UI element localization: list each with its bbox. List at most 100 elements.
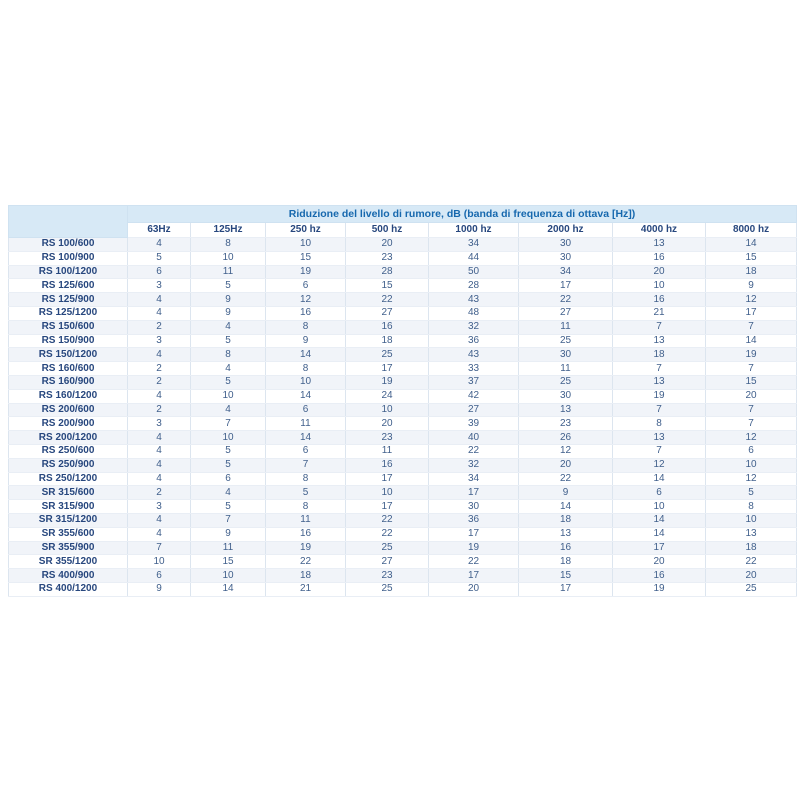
value-cell: 11 xyxy=(345,443,429,459)
value-cell: 15 xyxy=(704,250,798,266)
value-cell: 30 xyxy=(518,388,613,404)
value-cell: 23 xyxy=(345,250,429,266)
value-cell: 30 xyxy=(518,237,613,252)
value-cell: 11 xyxy=(265,512,346,528)
value-cell: 11 xyxy=(190,264,266,280)
table-row: SR 315/900 3 5 8 17 30 14 10 8 xyxy=(8,499,798,514)
value-cell: 7 xyxy=(265,457,346,473)
value-cell: 10 xyxy=(704,512,798,528)
value-cell: 4 xyxy=(127,526,191,542)
column-header: 1000 hz xyxy=(428,222,519,238)
value-cell: 22 xyxy=(345,526,429,542)
value-cell: 25 xyxy=(345,347,429,363)
value-cell: 34 xyxy=(428,237,519,252)
table-row: RS 100/600 4 8 10 20 34 30 13 14 xyxy=(8,237,798,252)
value-cell: 18 xyxy=(704,540,798,556)
value-cell: 9 xyxy=(518,485,613,501)
row-label: RS 150/900 xyxy=(8,333,128,349)
table-row: SR 355/1200 10 15 22 27 22 18 20 22 xyxy=(8,554,798,570)
value-cell: 12 xyxy=(518,443,613,459)
value-cell: 26 xyxy=(518,430,613,445)
value-cell: 6 xyxy=(127,568,191,583)
value-cell: 16 xyxy=(612,292,706,307)
value-cell: 18 xyxy=(518,512,613,528)
value-cell: 10 xyxy=(704,457,798,473)
row-label: RS 200/600 xyxy=(8,402,128,418)
value-cell: 14 xyxy=(190,581,266,597)
value-cell: 10 xyxy=(265,374,346,390)
value-cell: 13 xyxy=(518,402,613,418)
value-cell: 4 xyxy=(127,457,191,473)
table-row: RS 125/600 3 5 6 15 28 17 10 9 xyxy=(8,278,798,294)
value-cell: 14 xyxy=(612,512,706,528)
table-row: RS 100/1200 6 11 19 28 50 34 20 18 xyxy=(8,264,798,280)
table-group-header: Riduzione del livello di rumore, dB (ban… xyxy=(126,205,798,223)
value-cell: 8 xyxy=(704,499,798,514)
value-cell: 6 xyxy=(612,485,706,501)
value-cell: 5 xyxy=(265,485,346,501)
value-cell: 36 xyxy=(428,333,519,349)
table-row: RS 160/600 2 4 8 17 33 11 7 7 xyxy=(8,361,798,376)
value-cell: 20 xyxy=(345,237,429,252)
row-label: RS 250/1200 xyxy=(8,471,128,487)
value-cell: 16 xyxy=(518,540,613,556)
value-cell: 7 xyxy=(704,402,798,418)
row-label: RS 200/1200 xyxy=(8,430,128,445)
table-row: RS 160/900 2 5 10 19 37 25 13 15 xyxy=(8,374,798,390)
value-cell: 10 xyxy=(612,499,706,514)
value-cell: 12 xyxy=(704,471,798,487)
column-header: 250 hz xyxy=(265,222,346,238)
value-cell: 20 xyxy=(704,388,798,404)
value-cell: 7 xyxy=(612,319,706,335)
row-label: RS 400/1200 xyxy=(8,581,128,597)
value-cell: 24 xyxy=(345,388,429,404)
value-cell: 22 xyxy=(345,292,429,307)
value-cell: 16 xyxy=(612,250,706,266)
row-label: RS 200/900 xyxy=(8,416,128,432)
value-cell: 21 xyxy=(265,581,346,597)
value-cell: 17 xyxy=(345,361,429,376)
value-cell: 4 xyxy=(127,305,191,321)
value-cell: 6 xyxy=(190,471,266,487)
value-cell: 2 xyxy=(127,374,191,390)
row-label: RS 160/1200 xyxy=(8,388,128,404)
value-cell: 3 xyxy=(127,416,191,432)
value-cell: 19 xyxy=(612,388,706,404)
value-cell: 2 xyxy=(127,485,191,501)
row-label: RS 150/1200 xyxy=(8,347,128,363)
row-label: SR 315/600 xyxy=(8,485,128,501)
corner-header-cell xyxy=(8,205,128,238)
value-cell: 4 xyxy=(190,485,266,501)
value-cell: 43 xyxy=(428,292,519,307)
value-cell: 6 xyxy=(265,402,346,418)
value-cell: 22 xyxy=(265,554,346,570)
value-cell: 6 xyxy=(265,278,346,294)
value-cell: 5 xyxy=(190,374,266,390)
value-cell: 4 xyxy=(127,471,191,487)
value-cell: 21 xyxy=(612,305,706,321)
value-cell: 13 xyxy=(704,526,798,542)
value-cell: 16 xyxy=(612,568,706,583)
value-cell: 6 xyxy=(127,264,191,280)
value-cell: 5 xyxy=(190,278,266,294)
table-row: RS 250/600 4 5 6 11 22 12 7 6 xyxy=(8,443,798,459)
value-cell: 9 xyxy=(190,526,266,542)
value-cell: 20 xyxy=(704,568,798,583)
value-cell: 7 xyxy=(612,443,706,459)
value-cell: 17 xyxy=(428,485,519,501)
value-cell: 27 xyxy=(345,305,429,321)
value-cell: 50 xyxy=(428,264,519,280)
value-cell: 25 xyxy=(704,581,798,597)
table-row: SR 315/600 2 4 5 10 17 9 6 5 xyxy=(8,485,798,501)
value-cell: 34 xyxy=(428,471,519,487)
value-cell: 10 xyxy=(265,237,346,252)
value-cell: 2 xyxy=(127,361,191,376)
value-cell: 8 xyxy=(612,416,706,432)
value-cell: 3 xyxy=(127,278,191,294)
column-header: 500 hz xyxy=(345,222,429,238)
value-cell: 14 xyxy=(704,237,798,252)
value-cell: 13 xyxy=(612,430,706,445)
value-cell: 7 xyxy=(704,416,798,432)
value-cell: 8 xyxy=(265,471,346,487)
